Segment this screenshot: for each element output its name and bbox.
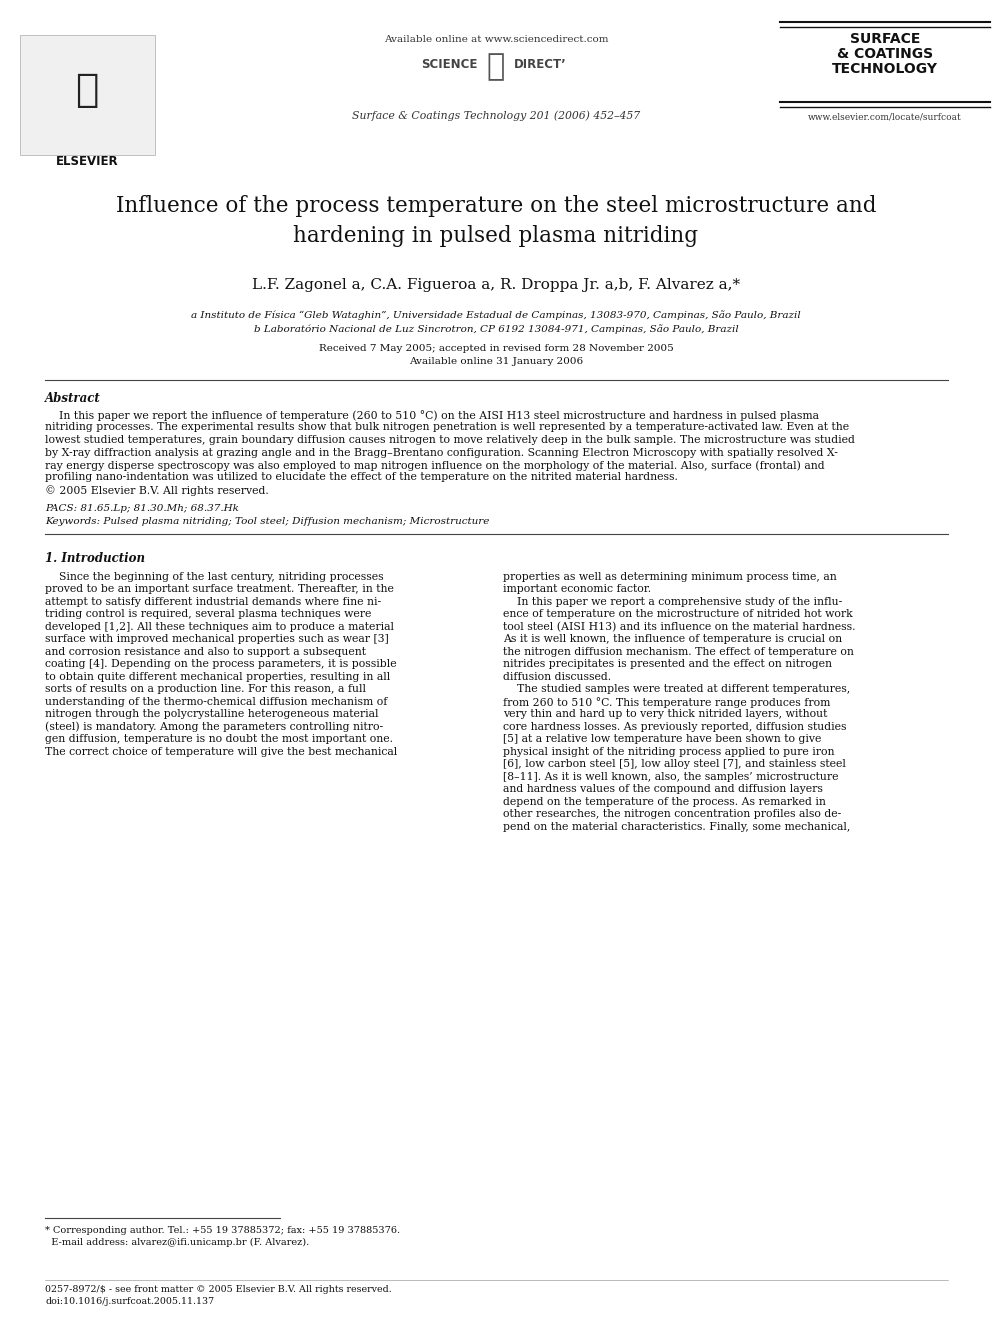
Text: the nitrogen diffusion mechanism. The effect of temperature on: the nitrogen diffusion mechanism. The ef… — [503, 647, 854, 656]
Text: depend on the temperature of the process. As remarked in: depend on the temperature of the process… — [503, 796, 826, 807]
Text: www.elsevier.com/locate/surfcoat: www.elsevier.com/locate/surfcoat — [808, 112, 962, 120]
Text: and corrosion resistance and also to support a subsequent: and corrosion resistance and also to sup… — [45, 647, 366, 656]
Text: ray energy disperse spectroscopy was also employed to map nitrogen influence on : ray energy disperse spectroscopy was als… — [45, 460, 824, 471]
Text: nitrogen through the polycrystalline heterogeneous material: nitrogen through the polycrystalline het… — [45, 709, 379, 720]
Text: coating [4]. Depending on the process parameters, it is possible: coating [4]. Depending on the process pa… — [45, 659, 397, 669]
Text: © 2005 Elsevier B.V. All rights reserved.: © 2005 Elsevier B.V. All rights reserved… — [45, 486, 269, 496]
Text: In this paper we report the influence of temperature (260 to 510 °C) on the AISI: In this paper we report the influence of… — [45, 410, 819, 421]
Text: nitriding processes. The experimental results show that bulk nitrogen penetratio: nitriding processes. The experimental re… — [45, 422, 849, 433]
Text: L.F. Zagonel a, C.A. Figueroa a, R. Droppa Jr. a,b, F. Alvarez a,*: L.F. Zagonel a, C.A. Figueroa a, R. Drop… — [252, 278, 740, 292]
Text: very thin and hard up to very thick nitrided layers, without: very thin and hard up to very thick nitr… — [503, 709, 827, 720]
Text: Available online at www.sciencedirect.com: Available online at www.sciencedirect.co… — [384, 34, 608, 44]
Bar — [20, 34, 155, 155]
Text: Since the beginning of the last century, nitriding processes: Since the beginning of the last century,… — [45, 572, 384, 582]
Text: 🌳: 🌳 — [75, 71, 98, 108]
Text: a Instituto de Física “Gleb Wataghin”, Universidade Estadual de Campinas, 13083-: a Instituto de Física “Gleb Wataghin”, U… — [191, 310, 801, 320]
Text: The studied samples were treated at different temperatures,: The studied samples were treated at diff… — [503, 684, 850, 695]
Text: from 260 to 510 °C. This temperature range produces from: from 260 to 510 °C. This temperature ran… — [503, 697, 830, 708]
Text: DIRECT’: DIRECT’ — [514, 58, 566, 71]
Text: SURFACE
& COATINGS
TECHNOLOGY: SURFACE & COATINGS TECHNOLOGY — [832, 32, 938, 77]
Text: important economic factor.: important economic factor. — [503, 585, 651, 594]
Text: nitrides precipitates is presented and the effect on nitrogen: nitrides precipitates is presented and t… — [503, 659, 832, 669]
Text: ⓓ: ⓓ — [487, 52, 505, 81]
Text: sorts of results on a production line. For this reason, a full: sorts of results on a production line. F… — [45, 684, 366, 695]
Text: In this paper we report a comprehensive study of the influ-: In this paper we report a comprehensive … — [503, 597, 842, 607]
Text: proved to be an important surface treatment. Thereafter, in the: proved to be an important surface treatm… — [45, 585, 394, 594]
Text: Abstract: Abstract — [45, 392, 101, 405]
Text: physical insight of the nitriding process applied to pure iron: physical insight of the nitriding proces… — [503, 746, 834, 757]
Text: [5] at a relative low temperature have been shown to give: [5] at a relative low temperature have b… — [503, 734, 821, 745]
Text: properties as well as determining minimum process time, an: properties as well as determining minimu… — [503, 572, 836, 582]
Text: As it is well known, the influence of temperature is crucial on: As it is well known, the influence of te… — [503, 634, 842, 644]
Text: pend on the material characteristics. Finally, some mechanical,: pend on the material characteristics. Fi… — [503, 822, 850, 832]
Text: (steel) is mandatory. Among the parameters controlling nitro-: (steel) is mandatory. Among the paramete… — [45, 722, 383, 733]
Text: [6], low carbon steel [5], low alloy steel [7], and stainless steel: [6], low carbon steel [5], low alloy ste… — [503, 759, 846, 769]
Text: 0257-8972/$ - see front matter © 2005 Elsevier B.V. All rights reserved.: 0257-8972/$ - see front matter © 2005 El… — [45, 1285, 392, 1294]
Text: other researches, the nitrogen concentration profiles also de-: other researches, the nitrogen concentra… — [503, 810, 841, 819]
Text: profiling nano-indentation was utilized to elucidate the effect of the temperatu: profiling nano-indentation was utilized … — [45, 472, 678, 483]
Text: and hardness values of the compound and diffusion layers: and hardness values of the compound and … — [503, 785, 823, 794]
Text: developed [1,2]. All these techniques aim to produce a material: developed [1,2]. All these techniques ai… — [45, 622, 394, 632]
Text: Available online 31 January 2006: Available online 31 January 2006 — [409, 357, 583, 366]
Text: * Corresponding author. Tel.: +55 19 37885372; fax: +55 19 37885376.: * Corresponding author. Tel.: +55 19 378… — [45, 1226, 400, 1234]
Text: diffusion discussed.: diffusion discussed. — [503, 672, 611, 681]
Text: core hardness losses. As previously reported, diffusion studies: core hardness losses. As previously repo… — [503, 722, 846, 732]
Text: to obtain quite different mechanical properties, resulting in all: to obtain quite different mechanical pro… — [45, 672, 390, 681]
Text: Influence of the process temperature on the steel microstructure and: Influence of the process temperature on … — [116, 194, 876, 217]
Text: tool steel (AISI H13) and its influence on the material hardness.: tool steel (AISI H13) and its influence … — [503, 622, 855, 632]
Text: [8–11]. As it is well known, also, the samples’ microstructure: [8–11]. As it is well known, also, the s… — [503, 771, 838, 782]
Text: attempt to satisfy different industrial demands where fine ni-: attempt to satisfy different industrial … — [45, 597, 381, 607]
Text: by X-ray diffraction analysis at grazing angle and in the Bragg–Brentano configu: by X-ray diffraction analysis at grazing… — [45, 447, 838, 458]
Text: hardening in pulsed plasma nitriding: hardening in pulsed plasma nitriding — [294, 225, 698, 247]
Text: E-mail address: alvarez@ifi.unicamp.br (F. Alvarez).: E-mail address: alvarez@ifi.unicamp.br (… — [45, 1238, 310, 1248]
Text: SCIENCE: SCIENCE — [422, 58, 478, 71]
Text: The correct choice of temperature will give the best mechanical: The correct choice of temperature will g… — [45, 746, 397, 757]
Text: triding control is required, several plasma techniques were: triding control is required, several pla… — [45, 610, 371, 619]
Text: ence of temperature on the microstructure of nitrided hot work: ence of temperature on the microstructur… — [503, 610, 853, 619]
Text: 1. Introduction: 1. Introduction — [45, 552, 145, 565]
Text: Received 7 May 2005; accepted in revised form 28 November 2005: Received 7 May 2005; accepted in revised… — [318, 344, 674, 353]
Text: b Laboratório Nacional de Luz Sincrotron, CP 6192 13084-971, Campinas, São Paulo: b Laboratório Nacional de Luz Sincrotron… — [254, 324, 738, 333]
Text: doi:10.1016/j.surfcoat.2005.11.137: doi:10.1016/j.surfcoat.2005.11.137 — [45, 1297, 214, 1306]
Text: gen diffusion, temperature is no doubt the most important one.: gen diffusion, temperature is no doubt t… — [45, 734, 393, 745]
Text: PACS: 81.65.Lp; 81.30.Mh; 68.37.Hk: PACS: 81.65.Lp; 81.30.Mh; 68.37.Hk — [45, 504, 239, 513]
Text: ELSEVIER: ELSEVIER — [56, 155, 118, 168]
Text: lowest studied temperatures, grain boundary diffusion causes nitrogen to move re: lowest studied temperatures, grain bound… — [45, 435, 855, 445]
Text: surface with improved mechanical properties such as wear [3]: surface with improved mechanical propert… — [45, 634, 389, 644]
Text: understanding of the thermo-chemical diffusion mechanism of: understanding of the thermo-chemical dif… — [45, 697, 387, 706]
Text: Surface & Coatings Technology 201 (2006) 452–457: Surface & Coatings Technology 201 (2006)… — [352, 110, 640, 120]
Text: Keywords: Pulsed plasma nitriding; Tool steel; Diffusion mechanism; Microstructu: Keywords: Pulsed plasma nitriding; Tool … — [45, 517, 489, 525]
